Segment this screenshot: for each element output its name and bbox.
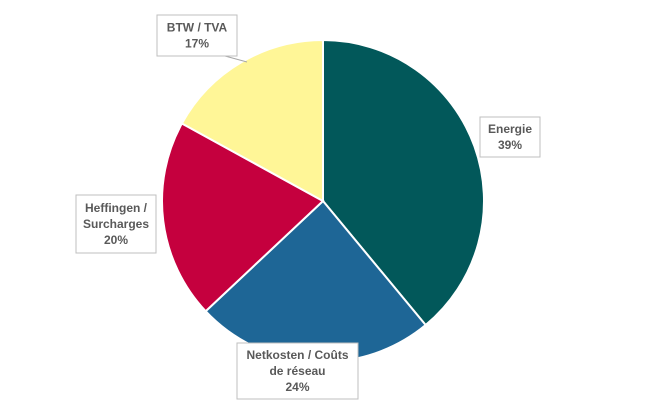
callout-box [75,194,157,254]
callout-box [479,116,541,158]
callout-3: BTW / TVA 17% [156,14,248,63]
slice-category-label: BTW / TVA [167,21,228,35]
callout-0: Energie 39% [479,116,541,158]
slice-percent-label: 20% [104,233,128,247]
callout-box [156,14,238,57]
pie-callouts: Energie 39% Netkosten / Coûts de réseau 24% H… [75,14,541,400]
slice-category-label: Heffingen / [85,201,148,215]
callout-2: Heffingen / Surcharges 20% [75,194,157,254]
callout-1: Netkosten / Coûts de réseau 24% [236,342,359,400]
slice-percent-label: 17% [185,37,209,51]
callout-leader-line [224,55,248,63]
slice-percent-label: 24% [285,380,309,394]
callout-box [236,342,359,400]
pie-slice-0 [322,38,485,327]
slice-category-label: Netkosten / Coûts [246,348,348,362]
slice-category-label: Surcharges [83,217,149,231]
slice-category-label: Energie [488,122,532,136]
pie-slices [161,38,485,363]
slice-percent-label: 39% [498,138,522,152]
pie-slice-3 [180,38,324,203]
pie-slice-2 [161,122,325,313]
slice-category-label: de réseau [269,364,325,378]
